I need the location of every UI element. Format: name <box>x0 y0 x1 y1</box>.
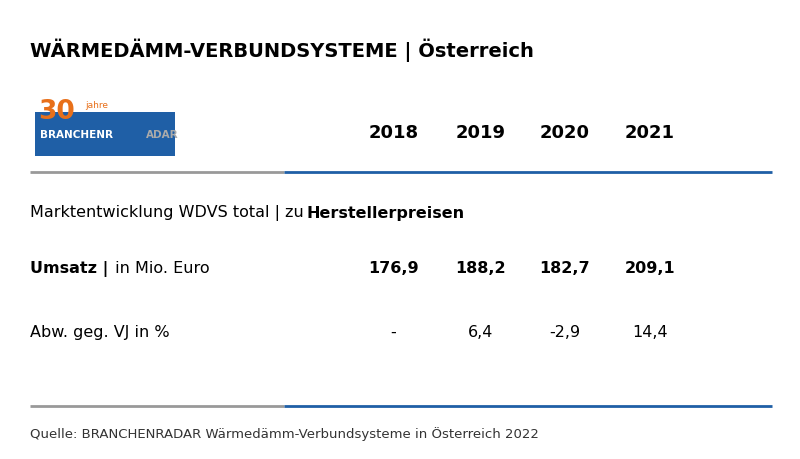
Text: 14,4: 14,4 <box>632 325 667 340</box>
Text: WÄRMEDÄMM-VERBUNDSYSTEME | Österreich: WÄRMEDÄMM-VERBUNDSYSTEME | Österreich <box>30 39 534 62</box>
Text: Herstellerpreisen: Herstellerpreisen <box>306 206 465 221</box>
Text: 209,1: 209,1 <box>624 261 675 276</box>
Text: in Mio. Euro: in Mio. Euro <box>110 261 210 276</box>
Text: 2019: 2019 <box>456 124 506 142</box>
Text: 30: 30 <box>38 99 75 125</box>
Text: 176,9: 176,9 <box>368 261 419 276</box>
Text: jahre: jahre <box>85 101 108 110</box>
Text: -: - <box>390 325 397 340</box>
Text: Quelle: BRANCHENRADAR Wärmedämm-Verbundsysteme in Österreich 2022: Quelle: BRANCHENRADAR Wärmedämm-Verbunds… <box>30 427 539 441</box>
Text: 182,7: 182,7 <box>539 261 590 276</box>
Text: -2,9: -2,9 <box>550 325 580 340</box>
Text: 2018: 2018 <box>369 124 418 142</box>
FancyBboxPatch shape <box>35 112 175 156</box>
Text: ADAR: ADAR <box>146 130 178 140</box>
Text: Abw. geg. VJ in %: Abw. geg. VJ in % <box>30 325 170 340</box>
Text: Marktentwicklung WDVS total | zu: Marktentwicklung WDVS total | zu <box>30 206 310 221</box>
Text: Umsatz |: Umsatz | <box>30 261 109 276</box>
Text: 188,2: 188,2 <box>455 261 506 276</box>
Text: 2020: 2020 <box>540 124 590 142</box>
Text: 6,4: 6,4 <box>468 325 494 340</box>
Text: 2021: 2021 <box>625 124 674 142</box>
Text: BRANCHENR: BRANCHENR <box>40 130 113 140</box>
